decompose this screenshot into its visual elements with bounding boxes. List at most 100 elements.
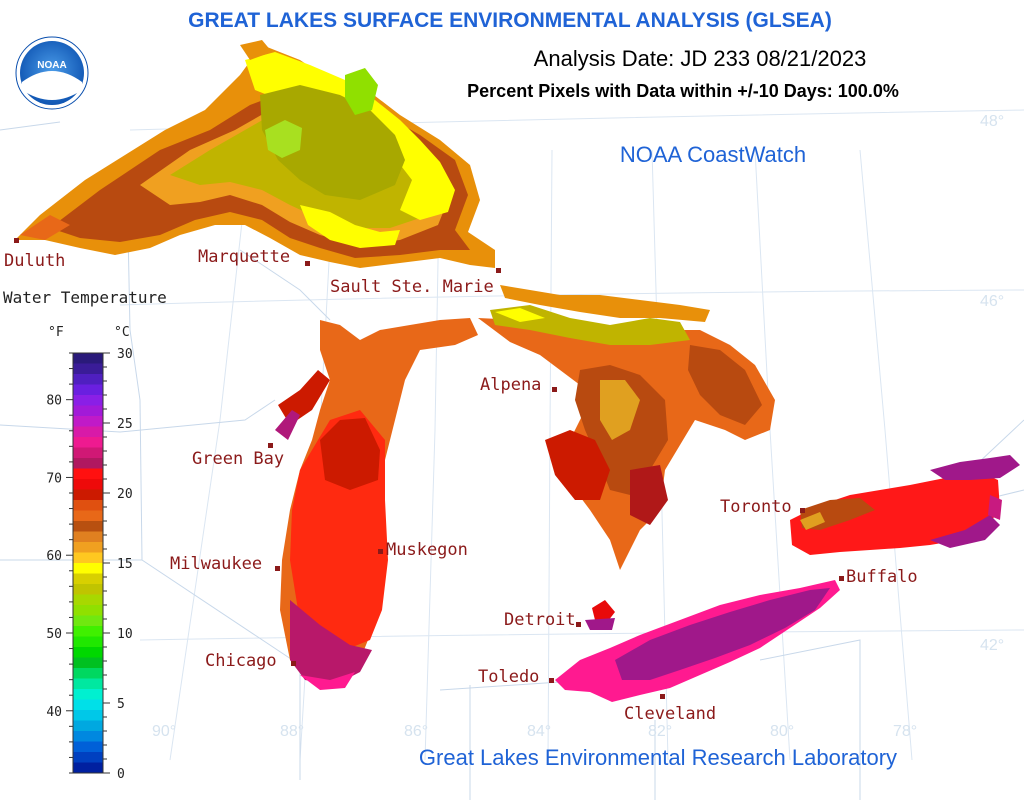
city-marker-detroit [576,622,581,627]
legend-swatch [73,563,103,574]
legend-swatch [73,363,103,375]
legend-swatch [73,510,103,522]
legend-c-tick-label: 25 [117,417,133,432]
lake-erie [555,580,840,702]
legend-swatch [73,626,103,637]
legend-f-tick-label: 40 [46,705,62,720]
legend-swatch [73,521,103,532]
legend-swatch [73,636,103,648]
legend-swatch [73,720,103,732]
legend-ticks-f: 80 70 60 50 40 [46,352,73,774]
legend-unit-f: °F [48,325,64,340]
lon-label: 78° [893,723,917,740]
city-label-detroit: Detroit [504,610,576,630]
city-marker-green-bay [268,443,273,448]
city-marker-marquette [305,261,310,266]
legend-f-tick-label: 60 [46,549,62,564]
lake-superior [15,40,495,268]
legend-swatch [73,447,103,459]
city-marker-duluth [14,238,19,243]
legend-f-tick-label: 80 [46,394,62,409]
legend-c-tick-label: 30 [117,347,133,362]
city-label-chicago: Chicago [205,651,277,671]
legend-c-tick-label: 20 [117,487,133,502]
legend-swatch [73,552,103,564]
lake-michigan [275,318,478,690]
legend-swatch [73,710,103,721]
city-label-toledo: Toledo [478,667,539,687]
legend-swatch [73,395,103,406]
legend-swatch [73,426,103,438]
lon-label: 80° [770,723,794,740]
percent-pixels: Percent Pixels with Data within +/-10 Da… [467,81,899,101]
lon-label: 88° [280,723,304,740]
lat-label: 42° [980,637,1004,654]
legend-f-tick-label: 70 [46,471,62,486]
legend-swatch [73,573,103,585]
map-title: GREAT LAKES SURFACE ENVIRONMENTAL ANALYS… [188,9,832,32]
legend-swatch [73,542,103,553]
legend-swatch [73,531,103,543]
legend-swatch [73,468,103,480]
legend-swatch [73,500,103,511]
city-marker-toronto [800,508,805,513]
legend-f-tick-label: 50 [46,627,62,642]
legend-swatch [73,605,103,616]
legend-title: Water Temperature [3,288,167,307]
city-label-green-bay: Green Bay [192,449,284,469]
city-label-marquette: Marquette [198,247,290,267]
legend-swatch [73,437,103,448]
coastwatch-label: NOAA CoastWatch [620,142,806,167]
legend-swatch [73,353,103,364]
legend-c-tick-label: 15 [117,557,133,572]
legend-unit-c: °C [114,325,130,340]
footer-lab: Great Lakes Environmental Research Labor… [419,745,897,770]
city-marker-cleveland [660,694,665,699]
legend-swatch [73,374,103,385]
lake-huron [478,285,775,570]
city-label-cleveland: Cleveland [624,704,716,724]
legend-colorbar [72,352,104,774]
legend-swatch [73,689,103,700]
city-label-alpena: Alpena [480,375,541,395]
city-marker-alpena [552,387,557,392]
legend-c-tick-label: 10 [117,627,133,642]
legend-swatch [73,657,103,669]
lat-label: 46° [980,293,1004,310]
city-marker-muskegon [378,549,383,554]
city-label-sault-ste-marie: Sault Ste. Marie [330,277,494,297]
legend-swatch [73,479,103,490]
lake-ontario [790,455,1020,555]
noaa-logo: NOAA [15,36,89,110]
legend-c-tick-label: 0 [117,767,125,782]
legend-swatch [73,752,103,763]
legend-swatch [73,384,103,396]
legend-swatch [73,584,103,595]
city-label-toronto: Toronto [720,497,792,517]
legend-swatch [73,741,103,753]
city-marker-sault [496,268,501,273]
city-label-milwaukee: Milwaukee [170,554,262,574]
lon-label: 84° [527,723,551,740]
legend-swatch [73,731,103,742]
city-marker-chicago [291,661,296,666]
lon-label: 82° [648,723,672,740]
city-marker-buffalo [839,576,844,581]
city-label-duluth: Duluth [4,251,65,271]
legend-swatch [73,699,103,711]
lon-label: 86° [404,723,428,740]
legend-swatch [73,594,103,606]
lon-label: 90° [152,723,176,740]
legend-c-tick-label: 5 [117,697,125,712]
legend-swatch [73,678,103,690]
legend-ticks-c: 30 25 20 15 10 5 0 [103,347,133,782]
analysis-date: Analysis Date: JD 233 08/21/2023 [534,46,867,71]
city-labels: Duluth Marquette Sault Ste. Marie Alpena… [4,247,918,724]
legend-swatch [73,647,103,658]
grid-labels: 48° 46° 42° 90° 88° 86° 84° 82° 80° 78° [152,113,1004,740]
legend-swatch [73,668,103,679]
city-label-buffalo: Buffalo [846,567,918,587]
legend-swatch [73,405,103,417]
